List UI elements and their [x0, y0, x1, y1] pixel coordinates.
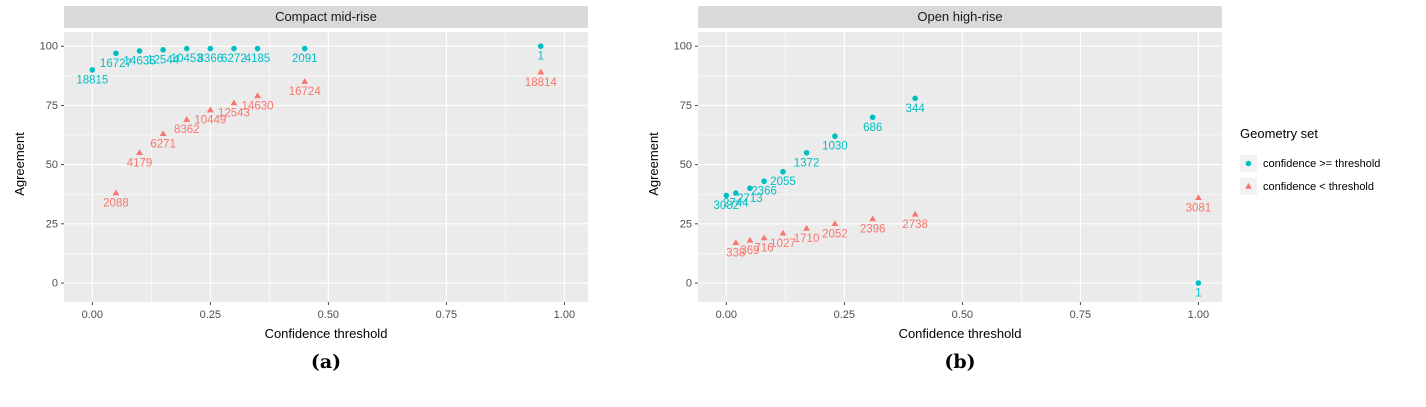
svg-text:8366: 8366 — [198, 53, 224, 65]
svg-text:0.00: 0.00 — [716, 309, 737, 321]
svg-text:12543: 12543 — [218, 108, 250, 120]
svg-text:0.75: 0.75 — [436, 309, 457, 321]
svg-text:0.25: 0.25 — [200, 309, 221, 321]
svg-text:16727: 16727 — [100, 58, 132, 70]
svg-text:8362: 8362 — [174, 124, 200, 136]
svg-text:2088: 2088 — [103, 198, 129, 210]
panel-title-b: Open high-rise — [698, 6, 1222, 28]
svg-text:0: 0 — [52, 278, 58, 290]
svg-text:10449: 10449 — [194, 115, 226, 127]
svg-text:2052: 2052 — [822, 228, 848, 240]
svg-text:1030: 1030 — [822, 141, 848, 153]
x-axis-label-a: Confidence threshold — [264, 326, 388, 341]
svg-text:12544: 12544 — [147, 54, 180, 66]
svg-text:2738: 2738 — [902, 219, 928, 231]
svg-text:50: 50 — [46, 159, 58, 171]
svg-text:4179: 4179 — [127, 157, 153, 169]
svg-text:0.50: 0.50 — [952, 309, 973, 321]
panel-title-a: Compact mid-rise — [64, 6, 588, 28]
y-axis-label-b: Agreement — [646, 132, 661, 196]
circle-marker-icon — [1240, 155, 1257, 172]
svg-text:2744: 2744 — [723, 198, 749, 210]
svg-text:2091: 2091 — [292, 53, 318, 65]
legend: Geometry set confidence >= threshold con… — [1240, 126, 1420, 201]
svg-text:14636: 14636 — [124, 55, 156, 67]
svg-text:3082: 3082 — [714, 200, 740, 212]
svg-text:25: 25 — [46, 218, 58, 230]
scatter-plot-a: 0.00 0.25 0.50 0.75 1.00 0 25 50 75 100 18815 16727… — [40, 32, 588, 321]
svg-text:25: 25 — [680, 218, 692, 230]
panel-open-high-rise: Agreement Open high-rise 0.00 0.25 0.50 0.7… — [640, 6, 1244, 373]
svg-text:75: 75 — [680, 100, 692, 112]
subfigure-caption-a: (a) — [310, 351, 342, 373]
svg-text:1: 1 — [1195, 288, 1201, 300]
svg-text:18815: 18815 — [76, 74, 108, 86]
svg-text:100: 100 — [40, 41, 58, 53]
svg-text:16724: 16724 — [289, 86, 322, 98]
svg-text:1710: 1710 — [794, 233, 820, 245]
svg-text:1027: 1027 — [770, 238, 796, 250]
svg-text:2713: 2713 — [737, 193, 763, 205]
svg-text:3081: 3081 — [1186, 202, 1212, 214]
scatter-plot-b: 0.00 0.25 0.50 0.75 1.0002550751003082274427… — [674, 32, 1222, 321]
triangle-marker-icon — [1240, 178, 1257, 195]
legend-title: Geometry set — [1240, 126, 1319, 141]
panel-compact-mid-rise: Agreement Compact mid-rise 0.00 0.25 0.50 0… — [6, 6, 610, 373]
legend-item-label: confidence >= threshold — [1263, 157, 1381, 170]
svg-text:0.50: 0.50 — [318, 309, 339, 321]
svg-text:0.75: 0.75 — [1070, 309, 1091, 321]
svg-text:2366: 2366 — [751, 186, 777, 198]
svg-text:1.00: 1.00 — [1188, 309, 1209, 321]
svg-text:50: 50 — [680, 159, 692, 171]
legend-item-label: confidence < threshold — [1263, 180, 1374, 193]
svg-text:2055: 2055 — [770, 176, 796, 188]
svg-text:344: 344 — [906, 103, 926, 115]
svg-text:1372: 1372 — [794, 157, 820, 169]
svg-text:0.00: 0.00 — [82, 309, 103, 321]
svg-text:716: 716 — [754, 243, 773, 255]
svg-text:1.00: 1.00 — [554, 309, 575, 321]
svg-text:0.25: 0.25 — [834, 309, 855, 321]
svg-text:6271: 6271 — [150, 138, 176, 150]
legend-item-lt-threshold: confidence < threshold — [1240, 178, 1420, 195]
subfigure-caption-b: (b) — [944, 351, 976, 373]
svg-text:100: 100 — [674, 41, 692, 53]
y-axis-label-a: Agreement — [12, 132, 27, 196]
svg-text:14630: 14630 — [242, 100, 274, 112]
x-axis-label-b: Confidence threshold — [898, 326, 1022, 341]
svg-text:10453: 10453 — [171, 53, 203, 65]
svg-text:369: 369 — [740, 245, 759, 257]
svg-text:1: 1 — [538, 51, 544, 63]
svg-text:338: 338 — [726, 247, 745, 259]
svg-text:0: 0 — [686, 278, 692, 290]
svg-text:2396: 2396 — [860, 224, 886, 236]
svg-text:75: 75 — [46, 100, 58, 112]
legend-item-ge-threshold: confidence >= threshold — [1240, 155, 1420, 172]
svg-text:4185: 4185 — [245, 53, 271, 65]
svg-text:686: 686 — [863, 122, 882, 134]
svg-text:6272: 6272 — [221, 53, 247, 65]
svg-text:18814: 18814 — [525, 77, 558, 89]
